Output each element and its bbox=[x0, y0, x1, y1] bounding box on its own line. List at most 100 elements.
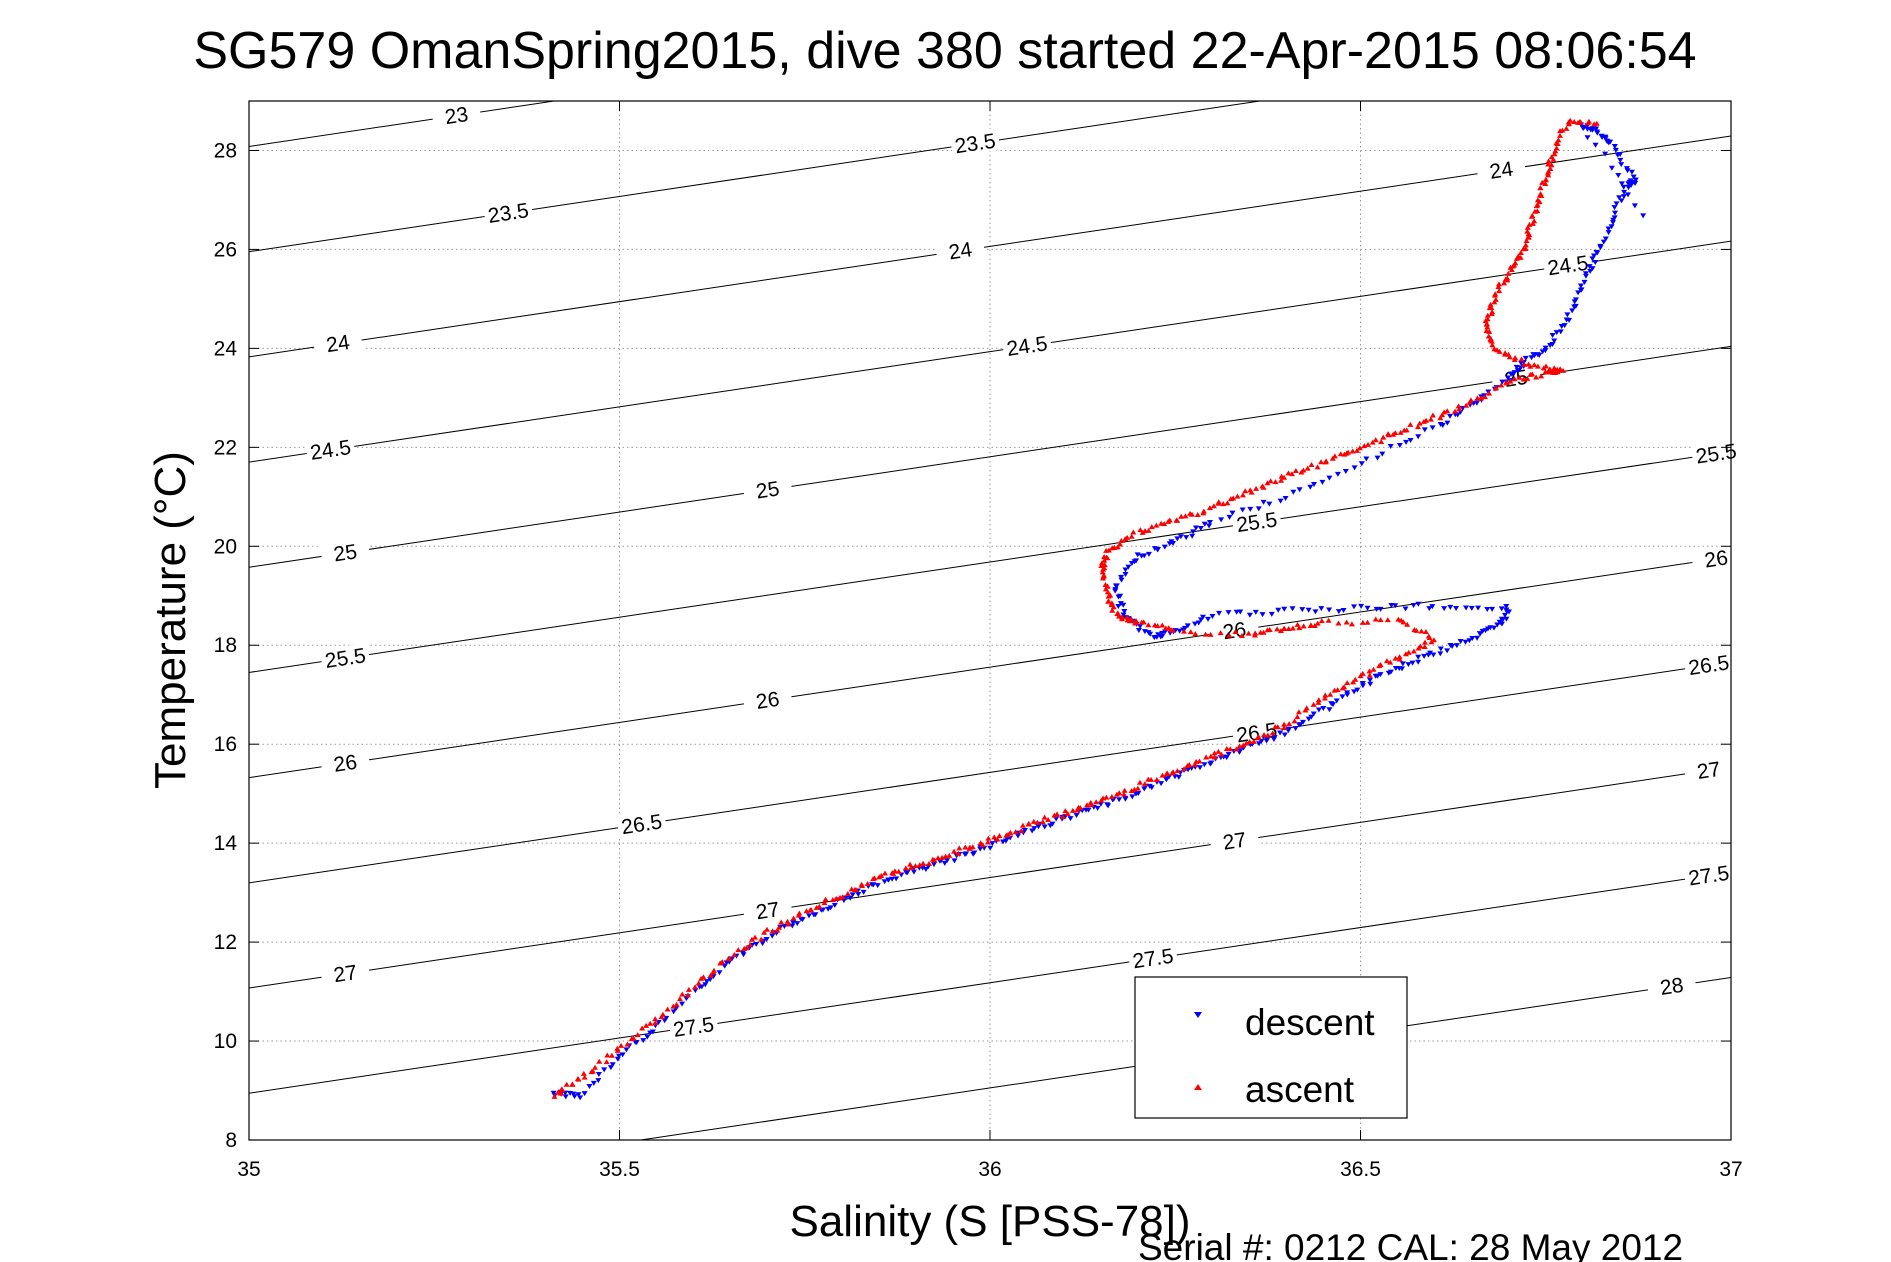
ascent-point bbox=[1529, 371, 1536, 377]
descent-point bbox=[1264, 737, 1271, 743]
descent-point bbox=[1503, 607, 1510, 613]
ascent-point bbox=[1019, 822, 1026, 828]
ascent-point bbox=[991, 834, 998, 840]
ascent-point bbox=[1292, 467, 1299, 473]
descent-point bbox=[1415, 654, 1422, 660]
descent-point bbox=[1429, 425, 1436, 431]
density-contour-label: 27 bbox=[1696, 758, 1722, 784]
descent-point bbox=[1172, 628, 1179, 634]
ascent-point bbox=[902, 865, 909, 871]
ascent-point bbox=[1524, 375, 1531, 381]
ascent-point bbox=[589, 1068, 596, 1074]
descent-point bbox=[1484, 606, 1491, 612]
descent-point bbox=[1403, 439, 1410, 445]
ascent-point bbox=[1531, 362, 1538, 368]
y-tick-label: 28 bbox=[214, 139, 237, 162]
contour-label-bg bbox=[319, 747, 371, 777]
ascent-point bbox=[1331, 453, 1338, 459]
ascent-point bbox=[1407, 421, 1414, 427]
ascent-point bbox=[1104, 589, 1111, 595]
ascent-point bbox=[1130, 529, 1137, 535]
descent-point bbox=[1177, 534, 1184, 540]
descent-point bbox=[1122, 571, 1129, 577]
descent-point bbox=[1161, 544, 1168, 550]
descent-point bbox=[1129, 794, 1136, 800]
descent-point bbox=[1630, 174, 1637, 180]
ascent-point bbox=[1545, 158, 1552, 164]
ascent-point bbox=[1548, 162, 1555, 168]
ascent-point bbox=[1093, 799, 1100, 805]
ascent-point bbox=[1537, 191, 1544, 197]
ascent-point bbox=[1495, 283, 1502, 289]
descent-point bbox=[1396, 442, 1403, 448]
descent-point bbox=[1608, 224, 1615, 230]
ascent-point bbox=[1405, 649, 1412, 655]
ascent-point bbox=[1523, 238, 1530, 244]
ascent-point bbox=[1264, 732, 1271, 738]
legend-descent-marker bbox=[1194, 1012, 1202, 1018]
descent-point bbox=[1530, 352, 1537, 358]
ascent-point bbox=[1134, 785, 1141, 791]
descent-point bbox=[1499, 379, 1506, 385]
descent-point bbox=[581, 1091, 588, 1097]
ascent-point bbox=[969, 844, 976, 850]
ascent-point bbox=[1416, 420, 1423, 426]
contour-label-bg bbox=[319, 537, 371, 567]
ascent-point bbox=[1141, 781, 1148, 787]
ascent-point bbox=[1421, 639, 1428, 645]
descent-point bbox=[1131, 559, 1138, 565]
descent-point bbox=[1137, 623, 1144, 629]
density-contour-line bbox=[249, 345, 1731, 568]
ascent-point bbox=[931, 857, 938, 863]
ascent-point bbox=[920, 860, 927, 866]
descent-point bbox=[1105, 803, 1112, 809]
ascent-point bbox=[695, 980, 702, 986]
ascent-point bbox=[684, 992, 691, 998]
descent-point bbox=[1549, 341, 1556, 347]
descent-point bbox=[799, 917, 806, 923]
ascent-point bbox=[1439, 412, 1446, 418]
descent-point bbox=[1447, 604, 1454, 610]
descent-point bbox=[1602, 151, 1609, 157]
descent-point bbox=[898, 872, 905, 878]
descent-point bbox=[1584, 135, 1591, 141]
ascent-point bbox=[1369, 439, 1376, 445]
ascent-point bbox=[1392, 430, 1399, 436]
descent-point bbox=[1437, 651, 1444, 657]
contour-label-bg bbox=[1683, 860, 1734, 890]
descent-point bbox=[1392, 603, 1399, 609]
ascent-point bbox=[1210, 503, 1217, 509]
ascent-point bbox=[985, 835, 992, 841]
contour-label-bg bbox=[1646, 970, 1697, 1000]
density-contour-label: 26 bbox=[1703, 546, 1729, 572]
descent-point bbox=[1441, 606, 1448, 612]
legend-box bbox=[1134, 976, 1408, 1119]
descent-point bbox=[1067, 816, 1074, 822]
descent-point bbox=[1426, 606, 1433, 612]
descent-point bbox=[1439, 422, 1446, 428]
descent-point bbox=[1159, 630, 1166, 636]
plot-area bbox=[249, 101, 1731, 1140]
ascent-point bbox=[1372, 616, 1379, 622]
ascent-point bbox=[769, 928, 776, 934]
ascent-point bbox=[1387, 659, 1394, 665]
descent-point bbox=[1377, 672, 1384, 678]
y-tick-label: 8 bbox=[225, 1129, 237, 1152]
descent-point bbox=[619, 1052, 626, 1058]
descent-point bbox=[1611, 205, 1618, 211]
ascent-point bbox=[1100, 572, 1107, 578]
descent-point bbox=[1196, 765, 1203, 771]
ascent-point bbox=[1323, 458, 1330, 464]
descent-point bbox=[1477, 631, 1484, 637]
ascent-point bbox=[700, 974, 707, 980]
descent-point bbox=[1522, 355, 1529, 361]
ascent-point bbox=[1425, 633, 1432, 639]
ascent-point bbox=[1255, 733, 1262, 739]
descent-point bbox=[655, 1019, 662, 1025]
ascent-point bbox=[1542, 176, 1549, 182]
ascent-point bbox=[1545, 161, 1552, 167]
descent-point bbox=[1504, 375, 1511, 381]
ascent-point bbox=[1483, 320, 1490, 326]
descent-point bbox=[609, 1062, 616, 1068]
descent-point bbox=[1197, 617, 1204, 623]
